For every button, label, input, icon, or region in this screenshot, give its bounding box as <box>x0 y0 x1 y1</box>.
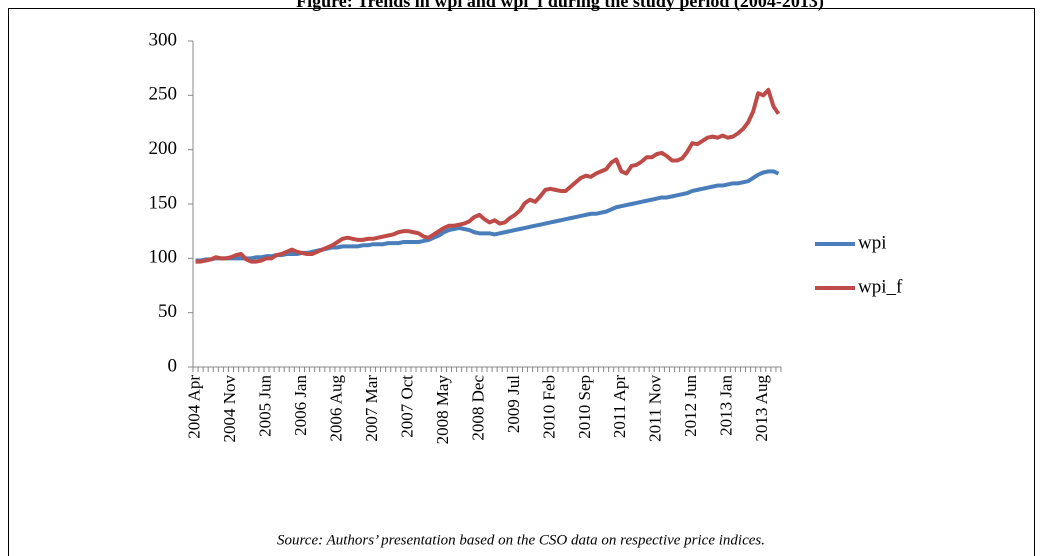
x-tick-label: 2010 Sep <box>575 375 594 439</box>
x-tick-label: 2007 Oct <box>397 375 416 438</box>
x-tick-label: 2013 Jan <box>717 375 736 436</box>
x-tick-label: 2011 Nov <box>646 375 665 442</box>
frame <box>8 8 1035 556</box>
x-tick-label: 2012 Jun <box>681 375 700 437</box>
x-tick-label: 2005 Jun <box>255 375 274 437</box>
x-tick-label: 2004 Apr <box>184 375 203 439</box>
series-line <box>195 169 780 263</box>
x-tick-label: 2006 Aug <box>326 375 345 442</box>
y-tick-label: 250 <box>149 84 178 105</box>
x-tick-label: 2013 Aug <box>752 375 771 442</box>
x-tick-label: 2008 Dec <box>468 375 487 441</box>
series-line <box>195 87 781 264</box>
legend-label: wpi <box>858 232 887 253</box>
y-tick-label: 100 <box>149 247 178 268</box>
x-tick-label: 2011 Apr <box>610 375 629 438</box>
legend-label: wpi_f <box>858 276 903 297</box>
source-note: Source: Authors’ presentation based on t… <box>277 532 765 548</box>
chart-title: Figure: Trends in wpi and wpi_f during t… <box>296 0 824 12</box>
y-tick-label: 200 <box>149 138 178 159</box>
x-tick-label: 2004 Nov <box>220 375 239 443</box>
x-tick-label: 2010 Feb <box>539 375 558 439</box>
x-tick-label: 2006 Jan <box>291 375 310 436</box>
y-tick-label: 150 <box>149 192 178 213</box>
x-tick-label: 2008 May <box>433 375 452 445</box>
x-tick-label: 2007 Mar <box>362 375 381 442</box>
x-tick-label: 2009 Jul <box>504 375 523 433</box>
y-tick-label: 300 <box>149 29 178 50</box>
y-tick-label: 50 <box>158 301 177 322</box>
y-tick-label: 0 <box>168 355 178 376</box>
